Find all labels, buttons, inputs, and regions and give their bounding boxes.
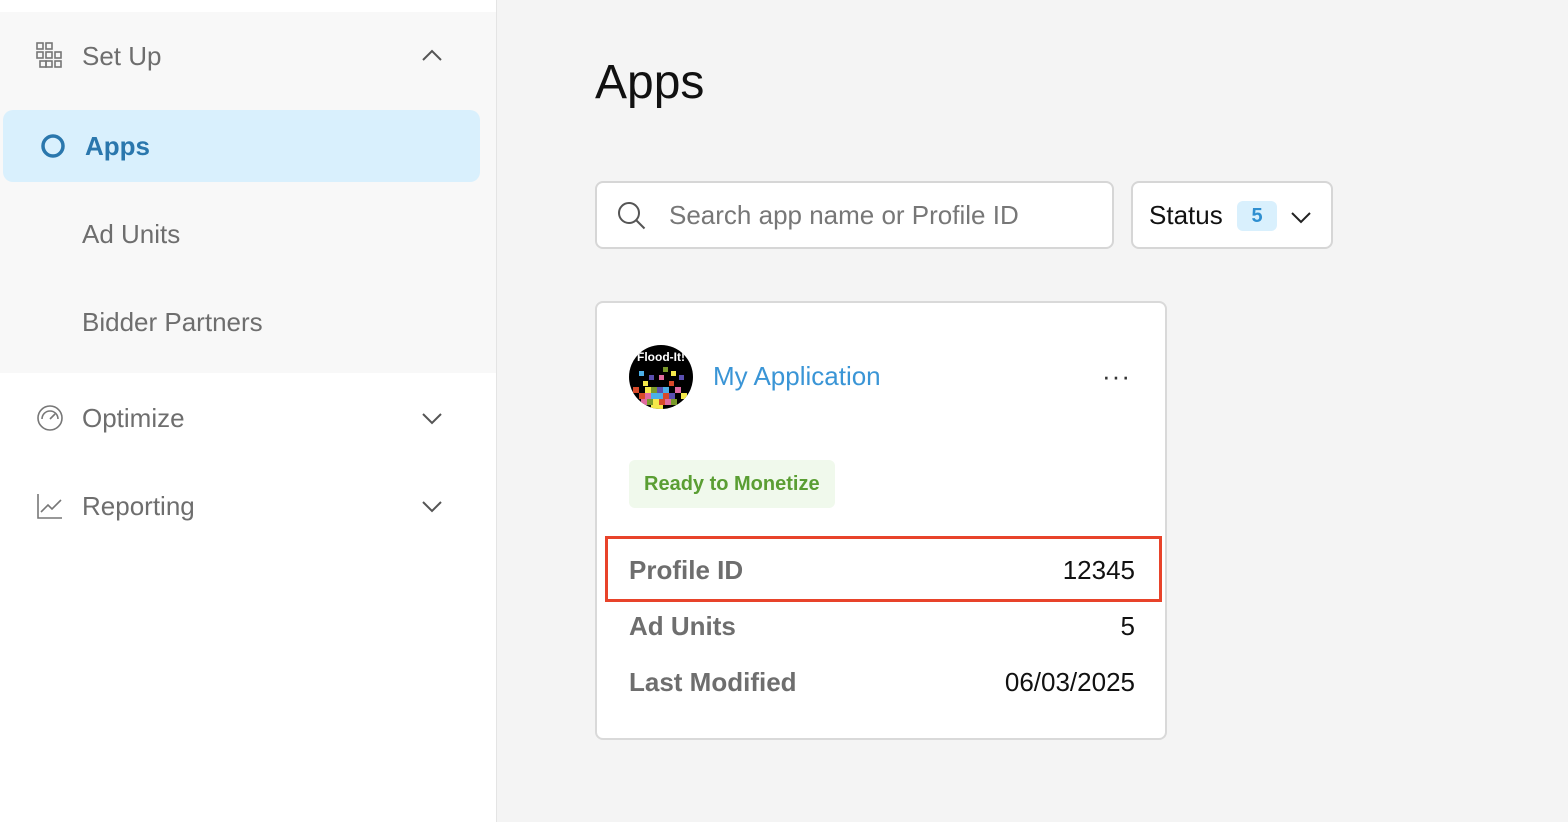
svg-text:Flood-It!: Flood-It!: [637, 350, 685, 364]
field-label: Ad Units: [629, 611, 736, 641]
chevron-up-icon[interactable]: [420, 44, 444, 68]
field-label: Profile ID: [629, 555, 744, 585]
sidebar-item-label: Ad Units: [82, 218, 181, 249]
sidebar-item-ad-units[interactable]: Ad Units: [0, 198, 496, 270]
more-options-icon[interactable]: ···: [1102, 361, 1131, 391]
sidebar: Set Up Apps Ad Units Bidder Partners Opt…: [0, 0, 497, 822]
nav-reporting-label: Reporting: [82, 490, 195, 521]
field-value: 5: [1120, 611, 1135, 641]
field-last-modified: Last Modified 06/03/2025: [629, 667, 1135, 698]
field-value: 06/03/2025: [1004, 667, 1135, 697]
nav-setup-label: Set Up: [82, 40, 162, 71]
chevron-down-icon[interactable]: [420, 406, 444, 430]
app-logo: Flood-It!: [629, 345, 693, 409]
search-box[interactable]: [595, 181, 1114, 249]
sidebar-item-label: Apps: [85, 130, 150, 161]
field-value: 12345: [1062, 555, 1135, 585]
gauge-icon: [36, 404, 64, 432]
nav-setup[interactable]: Set Up: [0, 20, 496, 92]
status-filter-label: Status: [1149, 199, 1223, 230]
field-label: Last Modified: [629, 667, 797, 697]
setup-group: [0, 12, 496, 373]
nav-reporting[interactable]: Reporting: [0, 470, 496, 542]
chevron-down-icon[interactable]: [420, 494, 444, 518]
sidebar-item-label: Bidder Partners: [82, 306, 263, 337]
app-card[interactable]: Flood-It! My Application ··· Ready to Mo…: [595, 301, 1167, 740]
highlight-box: [605, 536, 1162, 602]
field-ad-units: Ad Units 5: [629, 611, 1135, 642]
app-name-link[interactable]: My Application: [713, 361, 881, 391]
status-filter-dropdown[interactable]: Status 5: [1131, 181, 1333, 249]
status-badge: Ready to Monetize: [629, 460, 835, 508]
status-count-badge: 5: [1237, 201, 1277, 231]
search-input[interactable]: [669, 183, 1099, 247]
search-icon: [618, 202, 646, 230]
field-profile-id: Profile ID 12345: [629, 555, 1135, 586]
circle-icon: [39, 132, 67, 160]
page-title: Apps: [595, 56, 705, 109]
sidebar-item-apps[interactable]: Apps: [3, 110, 480, 182]
sidebar-item-bidder-partners[interactable]: Bidder Partners: [0, 286, 496, 358]
nav-optimize[interactable]: Optimize: [0, 382, 496, 454]
chevron-down-icon: [1291, 212, 1311, 224]
nav-optimize-label: Optimize: [82, 402, 185, 433]
chart-line-icon: [36, 492, 64, 520]
grid-icon: [36, 42, 64, 70]
